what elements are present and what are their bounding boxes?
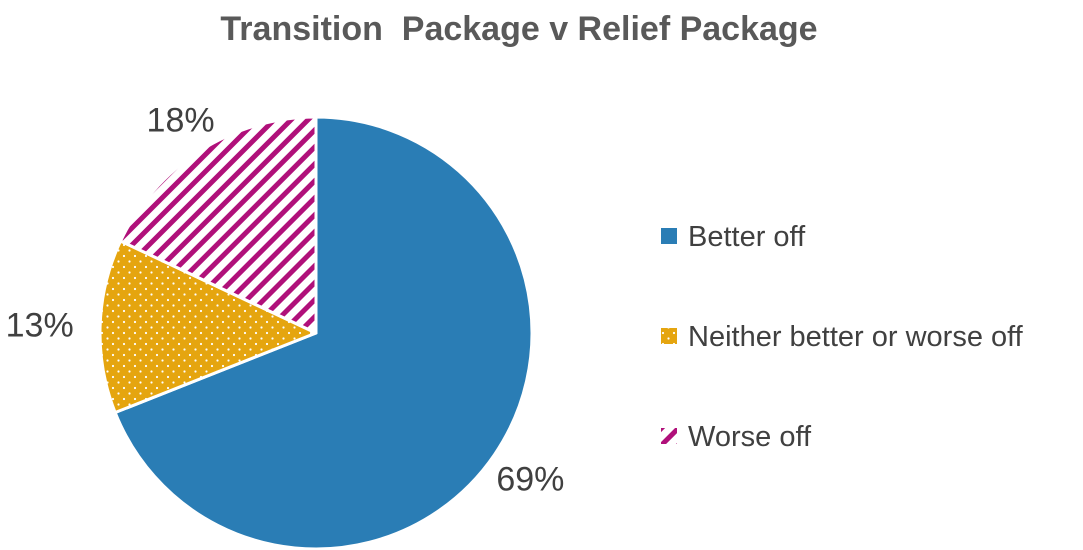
legend: Better off Neither better or worse off Wor… xyxy=(661,221,1024,453)
data-label-better-off: 69% xyxy=(496,461,564,499)
data-label-worse-off: 18% xyxy=(147,102,215,140)
legend-item-worse-off: Worse off xyxy=(661,421,812,453)
pie-slice-better-off xyxy=(113,115,534,550)
legend-swatch-worse-off xyxy=(661,428,677,444)
legend-label-neither-better-or-worse-off: Neither better or worse off xyxy=(688,321,1024,353)
legend-label-better-off: Better off xyxy=(688,221,806,253)
legend-swatch-better-off xyxy=(661,228,677,244)
legend-swatch-neither-better-or-worse-off xyxy=(661,328,677,344)
pie-slices xyxy=(98,115,534,550)
pie-slice-neither-better-or-worse-off xyxy=(98,239,318,415)
chart-title: Transition Package v Relief Package xyxy=(220,10,817,48)
legend-item-neither-better-or-worse-off: Neither better or worse off xyxy=(661,321,1024,353)
pie-slice-worse-off xyxy=(119,115,318,335)
legend-label-worse-off: Worse off xyxy=(688,421,812,453)
legend-item-better-off: Better off xyxy=(661,221,806,253)
data-labels: 69% 13% 18% xyxy=(6,102,565,499)
data-label-neither-better-or-worse-off: 13% xyxy=(6,306,74,344)
